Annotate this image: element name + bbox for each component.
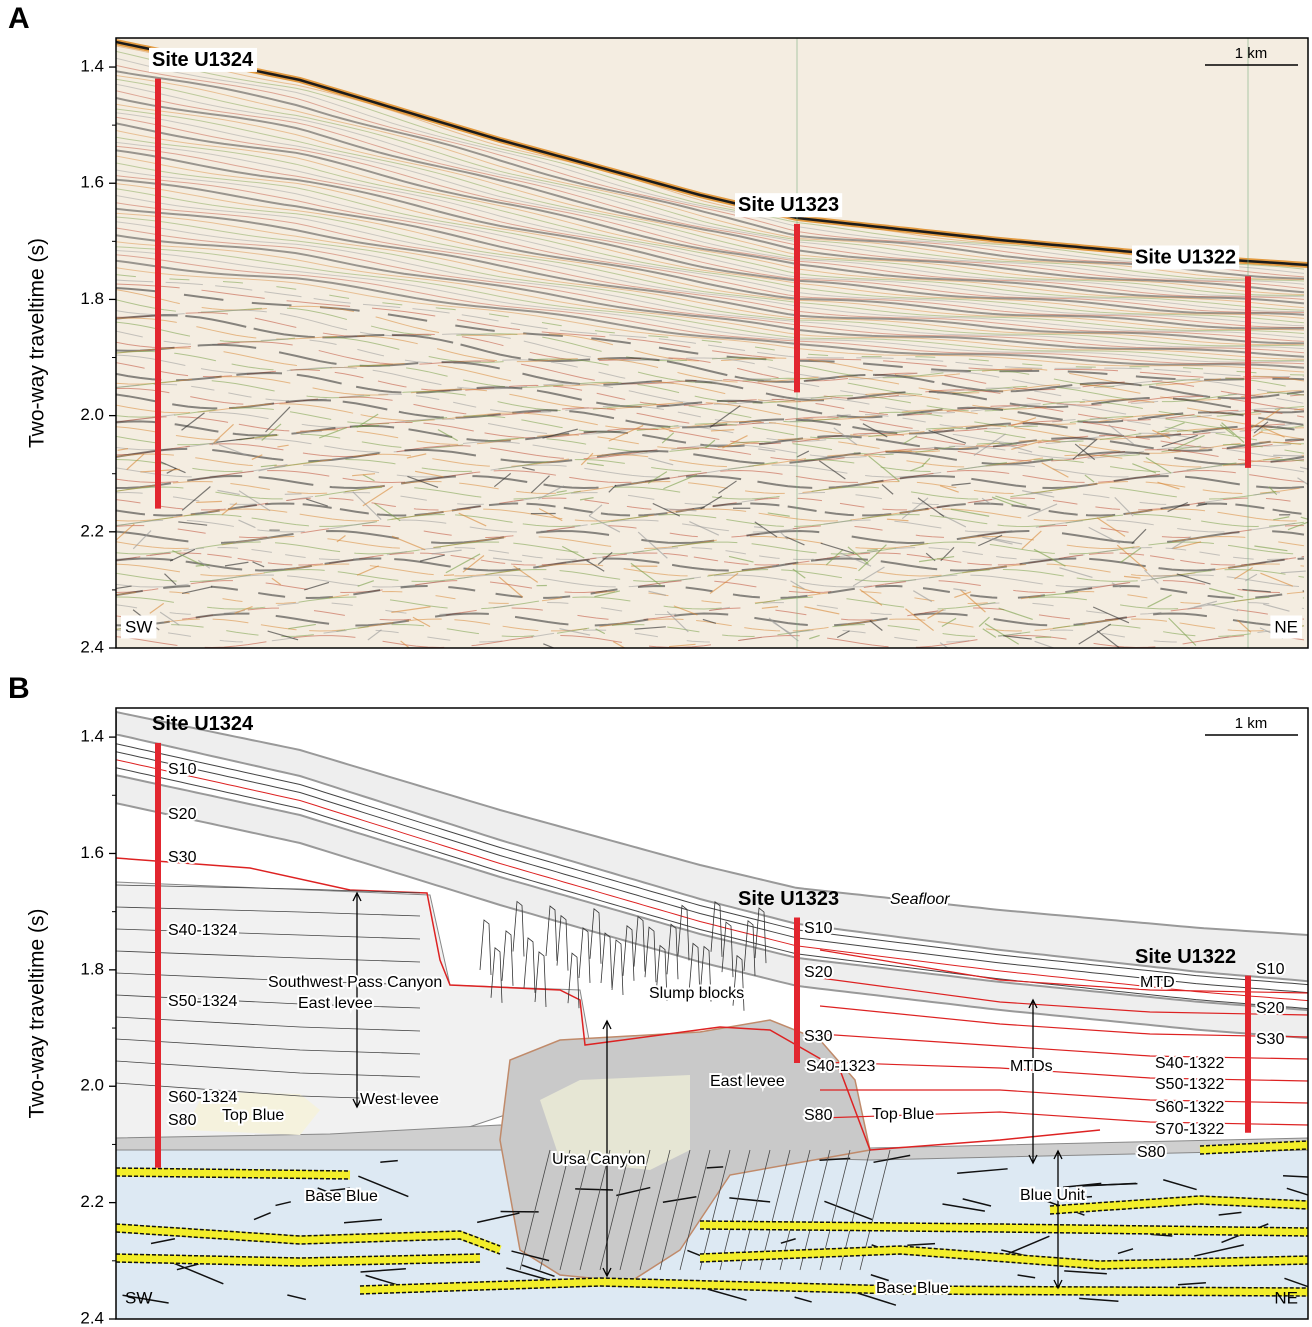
y-tick-label: 2.0 [80,405,104,424]
annotation: S30 [168,849,197,866]
annotation: S80 [804,1107,833,1124]
y-tick-label: 2.2 [80,521,104,540]
annotation: Blue Unit [1020,1187,1085,1204]
y-tick-label: 1.4 [80,57,104,76]
annotation: Ursa Canyon [552,1151,645,1168]
panel-letter: B [8,672,30,705]
annotation: S20 [1256,1000,1285,1017]
y-tick-label: 1.6 [80,843,104,862]
annotation: S60-1322 [1155,1099,1224,1116]
blue-unit-reflector [707,1167,724,1168]
axis-label: Two-way traveltime (s) [26,908,49,1118]
annotation: S50-1322 [1155,1076,1224,1093]
annotation: S20 [168,806,197,823]
annotation: S40-1324 [168,922,237,939]
y-tick-label: 2.2 [80,1192,104,1211]
annotation: S30 [804,1028,833,1045]
site-label: Site U1323 [738,888,839,910]
side-label: NE [1274,617,1298,636]
scale-label: 1 km [1235,45,1268,62]
site-label: Site U1323 [738,194,839,216]
chaotic-reflector [285,494,302,495]
y-tick-label: 2.0 [80,1076,104,1095]
interpretation: S10 S20 S30 S40-1324 S50-1324 S60-1324 S80 Top … [116,708,1312,1319]
panel-letter: A [8,2,30,35]
annotation: S80 [1137,1144,1166,1161]
annotation: S20 [804,964,833,981]
side-label: SW [125,617,152,636]
annotation: S40-1322 [1155,1055,1224,1072]
chaotic-reflector [444,575,454,576]
annotation: S60-1324 [168,1089,237,1106]
annotation: S10 [804,920,833,937]
annotation: S50-1324 [168,993,237,1010]
annotation: MTDs [1010,1058,1053,1075]
y-tick-label: 1.4 [80,727,104,746]
annotation: S30 [1256,1031,1285,1048]
annotation: S70-1322 [1155,1121,1224,1138]
chaotic-reflector [301,431,322,432]
annotation: East levee [710,1073,785,1090]
site-label: Site U1322 [1135,946,1236,968]
sand-bed [116,1172,350,1175]
site-label: Site U1324 [152,713,254,735]
y-tick-label: 1.8 [80,289,104,308]
annotation: Top Blue [222,1107,284,1124]
annotation: Southwest Pass Canyon [268,974,442,991]
annotation: MTD [1140,974,1175,991]
site-label: Site U1324 [152,49,254,71]
seismic-profile [116,38,1312,663]
annotation: Slump blocks [649,985,744,1002]
y-tick-label: 2.4 [80,1308,104,1327]
annotation: S10 [168,761,197,778]
side-label: SW [125,1288,152,1307]
annotation: West levee [360,1091,439,1108]
annotation: Base Blue [876,1280,949,1297]
water [116,38,1308,44]
annotation: Top Blue [872,1106,934,1123]
y-tick-label: 1.6 [80,173,104,192]
annotation: Seafloor [890,891,950,908]
y-tick-label: 1.8 [80,959,104,978]
annotation: East levee [298,995,373,1012]
chaotic-reflector [1273,455,1302,456]
annotation: S80 [168,1112,197,1129]
axis-label: Two-way traveltime (s) [26,238,49,448]
annotation: S10 [1256,961,1285,978]
annotation: S40-1323 [806,1058,875,1075]
site-label: Site U1322 [1135,246,1236,268]
scale-label: 1 km [1235,715,1268,732]
figure: S10 S20 S30 S40-1324 S50-1324 S60-1324 S80 Top … [0,0,1312,1327]
y-tick-label: 2.4 [80,637,104,656]
annotation: Base Blue [305,1188,378,1205]
side-label: NE [1274,1288,1298,1307]
